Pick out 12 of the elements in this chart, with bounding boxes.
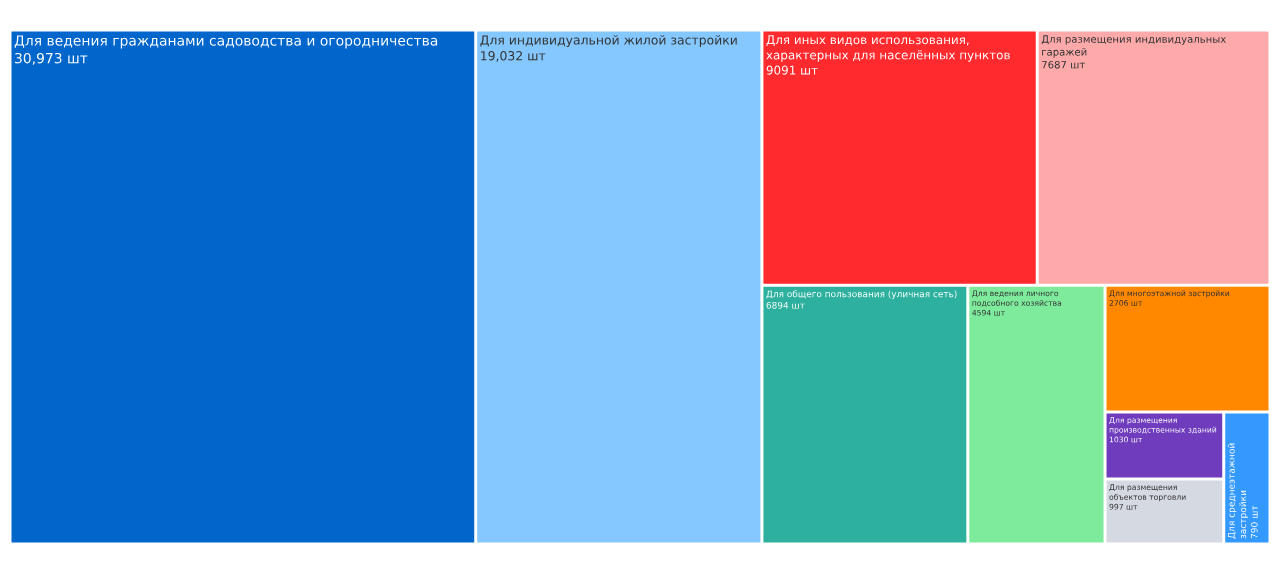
data-label: 9091 шт xyxy=(766,65,818,75)
category-label: Для среднеэтажной застройки xyxy=(1227,443,1248,539)
category-label: Для иных видов использования, характерных для населённых пунктов xyxy=(766,35,1010,62)
data-label: 19,032 шт xyxy=(481,51,546,62)
category-label: Для общего пользования (уличная сеть) xyxy=(766,290,957,300)
category-label: Для размещения индивидуальных гаражей xyxy=(1041,35,1226,58)
data-label: 30,973 шт xyxy=(15,52,88,65)
data-label: 790 шт xyxy=(1250,505,1258,539)
data-label: 7687 шт xyxy=(1042,60,1085,69)
category-label: Для индивидуальной жилой застройки xyxy=(480,35,737,48)
data-label: 6894 шт xyxy=(766,301,805,309)
category-label: Для ведения гражданами садоводства и огородничества xyxy=(14,35,438,49)
